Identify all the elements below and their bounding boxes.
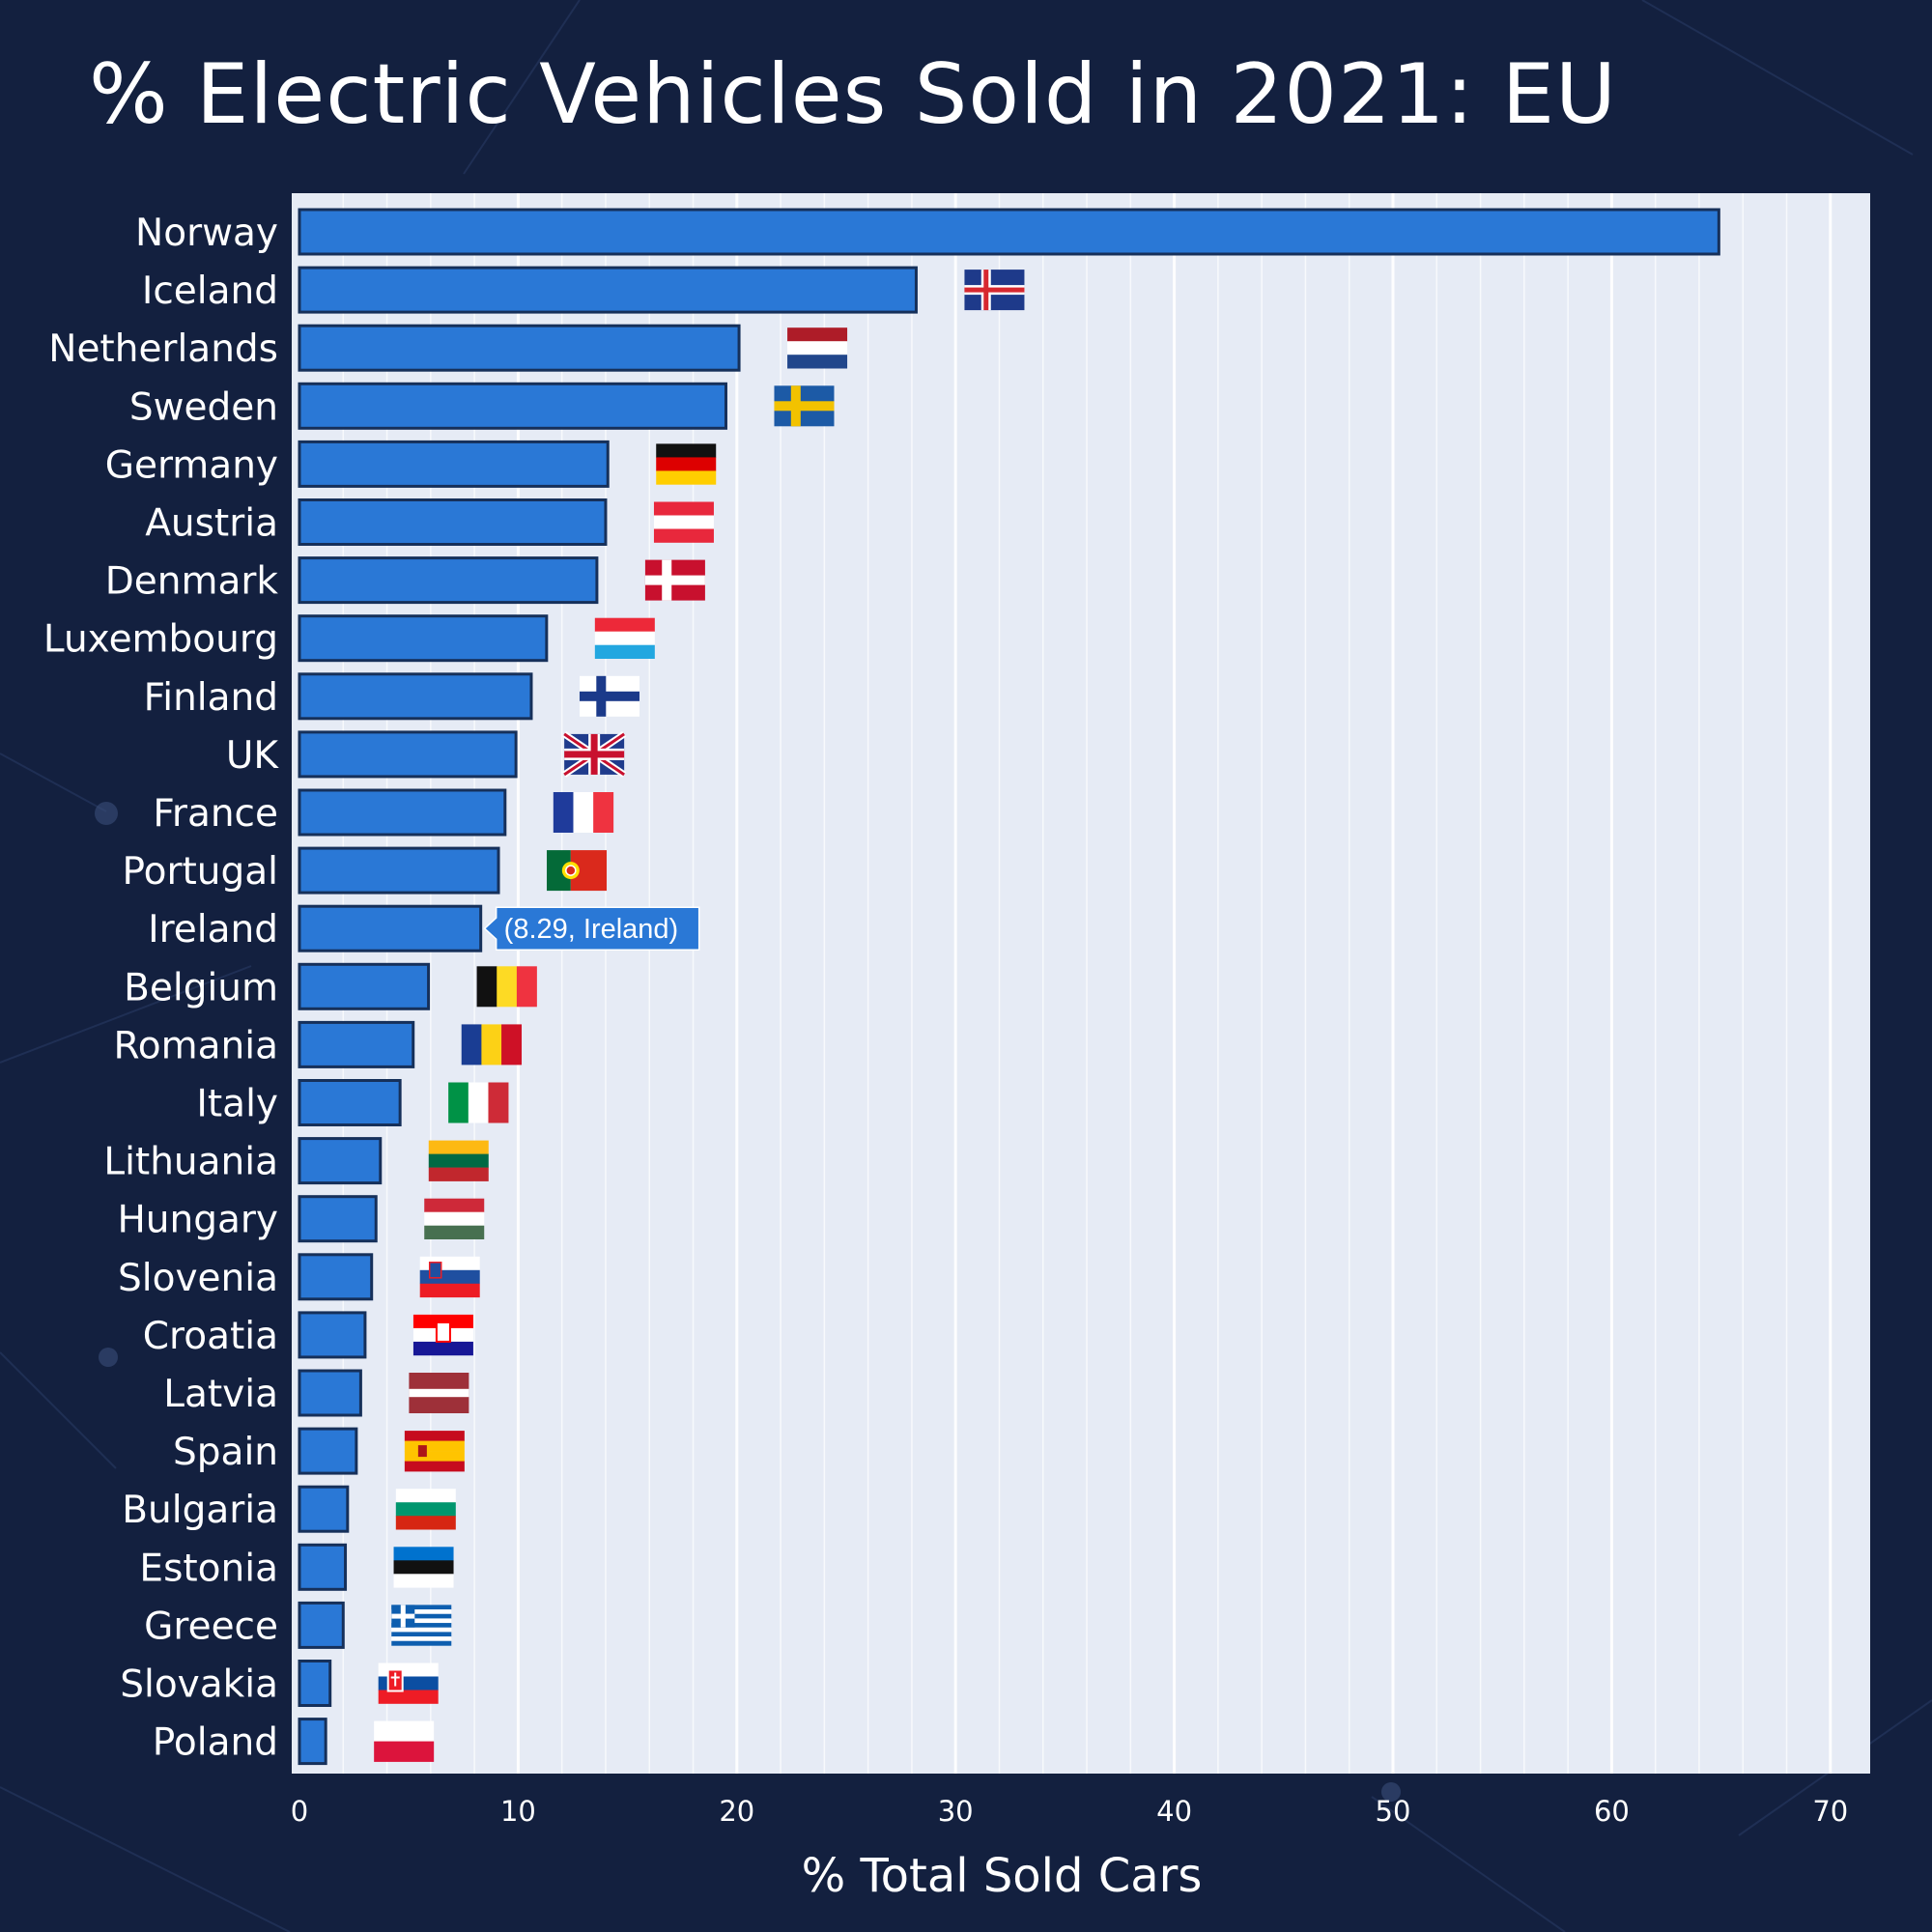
france-flag-icon [553, 792, 614, 833]
category-label-greece: Greece [144, 1605, 278, 1648]
category-label-spain: Spain [173, 1431, 278, 1474]
portugal-flag-icon [547, 850, 608, 892]
lithuania-flag-icon [428, 1140, 489, 1181]
tooltip-box [483, 906, 700, 951]
bar-norway[interactable] [298, 208, 1720, 256]
croatia-flag-icon [412, 1314, 473, 1356]
hover-tooltip: (8.29, Ireland) [483, 906, 700, 951]
bar-ireland[interactable] [298, 904, 483, 952]
x-tick-label: 30 [938, 1795, 974, 1828]
category-label-sweden: Sweden [129, 385, 278, 429]
bar-slovakia[interactable] [298, 1660, 332, 1707]
category-label-denmark: Denmark [105, 560, 279, 604]
category-label-finland: Finland [144, 676, 278, 720]
category-label-estonia: Estonia [139, 1547, 278, 1590]
bar-sweden[interactable] [298, 382, 727, 430]
poland-flag-icon [374, 1720, 435, 1762]
bar-bulgaria[interactable] [298, 1485, 350, 1533]
chart-title: % Electric Vehicles Sold in 2021: EU [89, 46, 1617, 143]
category-label-iceland: Iceland [142, 270, 278, 313]
luxembourg-flag-icon [594, 617, 655, 659]
bar-luxembourg[interactable] [298, 614, 549, 663]
bar-poland[interactable] [298, 1718, 327, 1766]
bar-austria[interactable] [298, 498, 608, 546]
hungary-flag-icon [424, 1198, 485, 1239]
category-label-belgium: Belgium [124, 966, 278, 1009]
category-label-slovenia: Slovenia [118, 1257, 278, 1300]
category-label-latvia: Latvia [163, 1373, 278, 1416]
category-label-uk: UK [226, 734, 280, 778]
bar-greece[interactable] [298, 1601, 345, 1649]
bar-spain[interactable] [298, 1427, 358, 1475]
gridlines [342, 193, 1833, 1774]
x-tick-label: 70 [1812, 1795, 1848, 1828]
bar-france[interactable] [298, 788, 507, 837]
romania-flag-icon [461, 1024, 523, 1065]
bar-slovenia[interactable] [298, 1253, 374, 1301]
bar-portugal[interactable] [298, 846, 500, 895]
category-label-romania: Romania [113, 1024, 278, 1067]
x-axis-title: % Total Sold Cars [802, 1849, 1203, 1903]
category-label-slovakia: Slovakia [120, 1663, 278, 1707]
bar-romania[interactable] [298, 1020, 415, 1068]
bar-uk[interactable] [298, 730, 518, 779]
bar-italy[interactable] [298, 1079, 402, 1126]
bar-netherlands[interactable] [298, 324, 741, 372]
italy-flag-icon [448, 1082, 509, 1123]
bar-croatia[interactable] [298, 1311, 367, 1359]
category-label-germany: Germany [105, 443, 278, 487]
germany-flag-icon [656, 443, 717, 485]
x-tick-label: 0 [291, 1795, 308, 1828]
estonia-flag-icon [393, 1547, 454, 1588]
category-label-bulgaria: Bulgaria [122, 1489, 278, 1532]
spain-flag-icon [404, 1431, 465, 1472]
bar-belgium[interactable] [298, 962, 431, 1010]
slovenia-flag-icon [419, 1256, 480, 1298]
bar-hungary[interactable] [298, 1195, 378, 1243]
category-label-austria: Austria [145, 502, 278, 546]
category-label-ireland: Ireland [148, 908, 278, 952]
bar-germany[interactable] [298, 440, 610, 488]
netherlands-flag-icon [787, 327, 848, 369]
bar-iceland[interactable] [298, 266, 918, 314]
bulgaria-flag-icon [395, 1489, 456, 1530]
category-label-france: France [153, 792, 278, 836]
category-label-norway: Norway [135, 212, 278, 255]
x-tick-label: 40 [1156, 1795, 1192, 1828]
x-tick-label: 20 [719, 1795, 754, 1828]
finland-flag-icon [579, 675, 639, 717]
greece-flag-icon [391, 1605, 452, 1646]
category-label-netherlands: Netherlands [48, 327, 278, 371]
category-label-luxembourg: Luxembourg [43, 618, 278, 662]
category-labels: Norway Iceland Netherlands Sweden Germany Aus… [43, 212, 279, 1765]
tooltip-text: (8.29, Ireland) [504, 914, 679, 945]
iceland-flag-icon [964, 270, 1025, 311]
belgium-flag-icon [476, 966, 537, 1008]
sweden-flag-icon [774, 385, 835, 427]
austria-flag-icon [653, 501, 714, 543]
denmark-flag-icon [644, 559, 705, 601]
bar-latvia[interactable] [298, 1369, 362, 1417]
category-label-hungary: Hungary [117, 1199, 278, 1242]
category-label-croatia: Croatia [143, 1315, 278, 1358]
bar-finland[interactable] [298, 672, 533, 721]
bar-estonia[interactable] [298, 1543, 348, 1591]
bar-denmark[interactable] [298, 556, 599, 605]
x-tick-labels: 0 10 20 30 40 50 60 70 [291, 1795, 1848, 1828]
x-tick-label: 50 [1376, 1795, 1411, 1828]
x-tick-label: 10 [500, 1795, 536, 1828]
category-label-italy: Italy [196, 1083, 278, 1126]
latvia-flag-icon [409, 1373, 469, 1413]
category-label-lithuania: Lithuania [103, 1141, 278, 1184]
category-label-portugal: Portugal [122, 850, 278, 894]
bars [298, 208, 1720, 1766]
x-tick-label: 60 [1594, 1795, 1630, 1828]
slovakia-flag-icon [378, 1662, 439, 1704]
bar-lithuania[interactable] [298, 1137, 383, 1185]
uk-flag-icon [562, 731, 627, 778]
category-label-poland: Poland [153, 1721, 278, 1765]
